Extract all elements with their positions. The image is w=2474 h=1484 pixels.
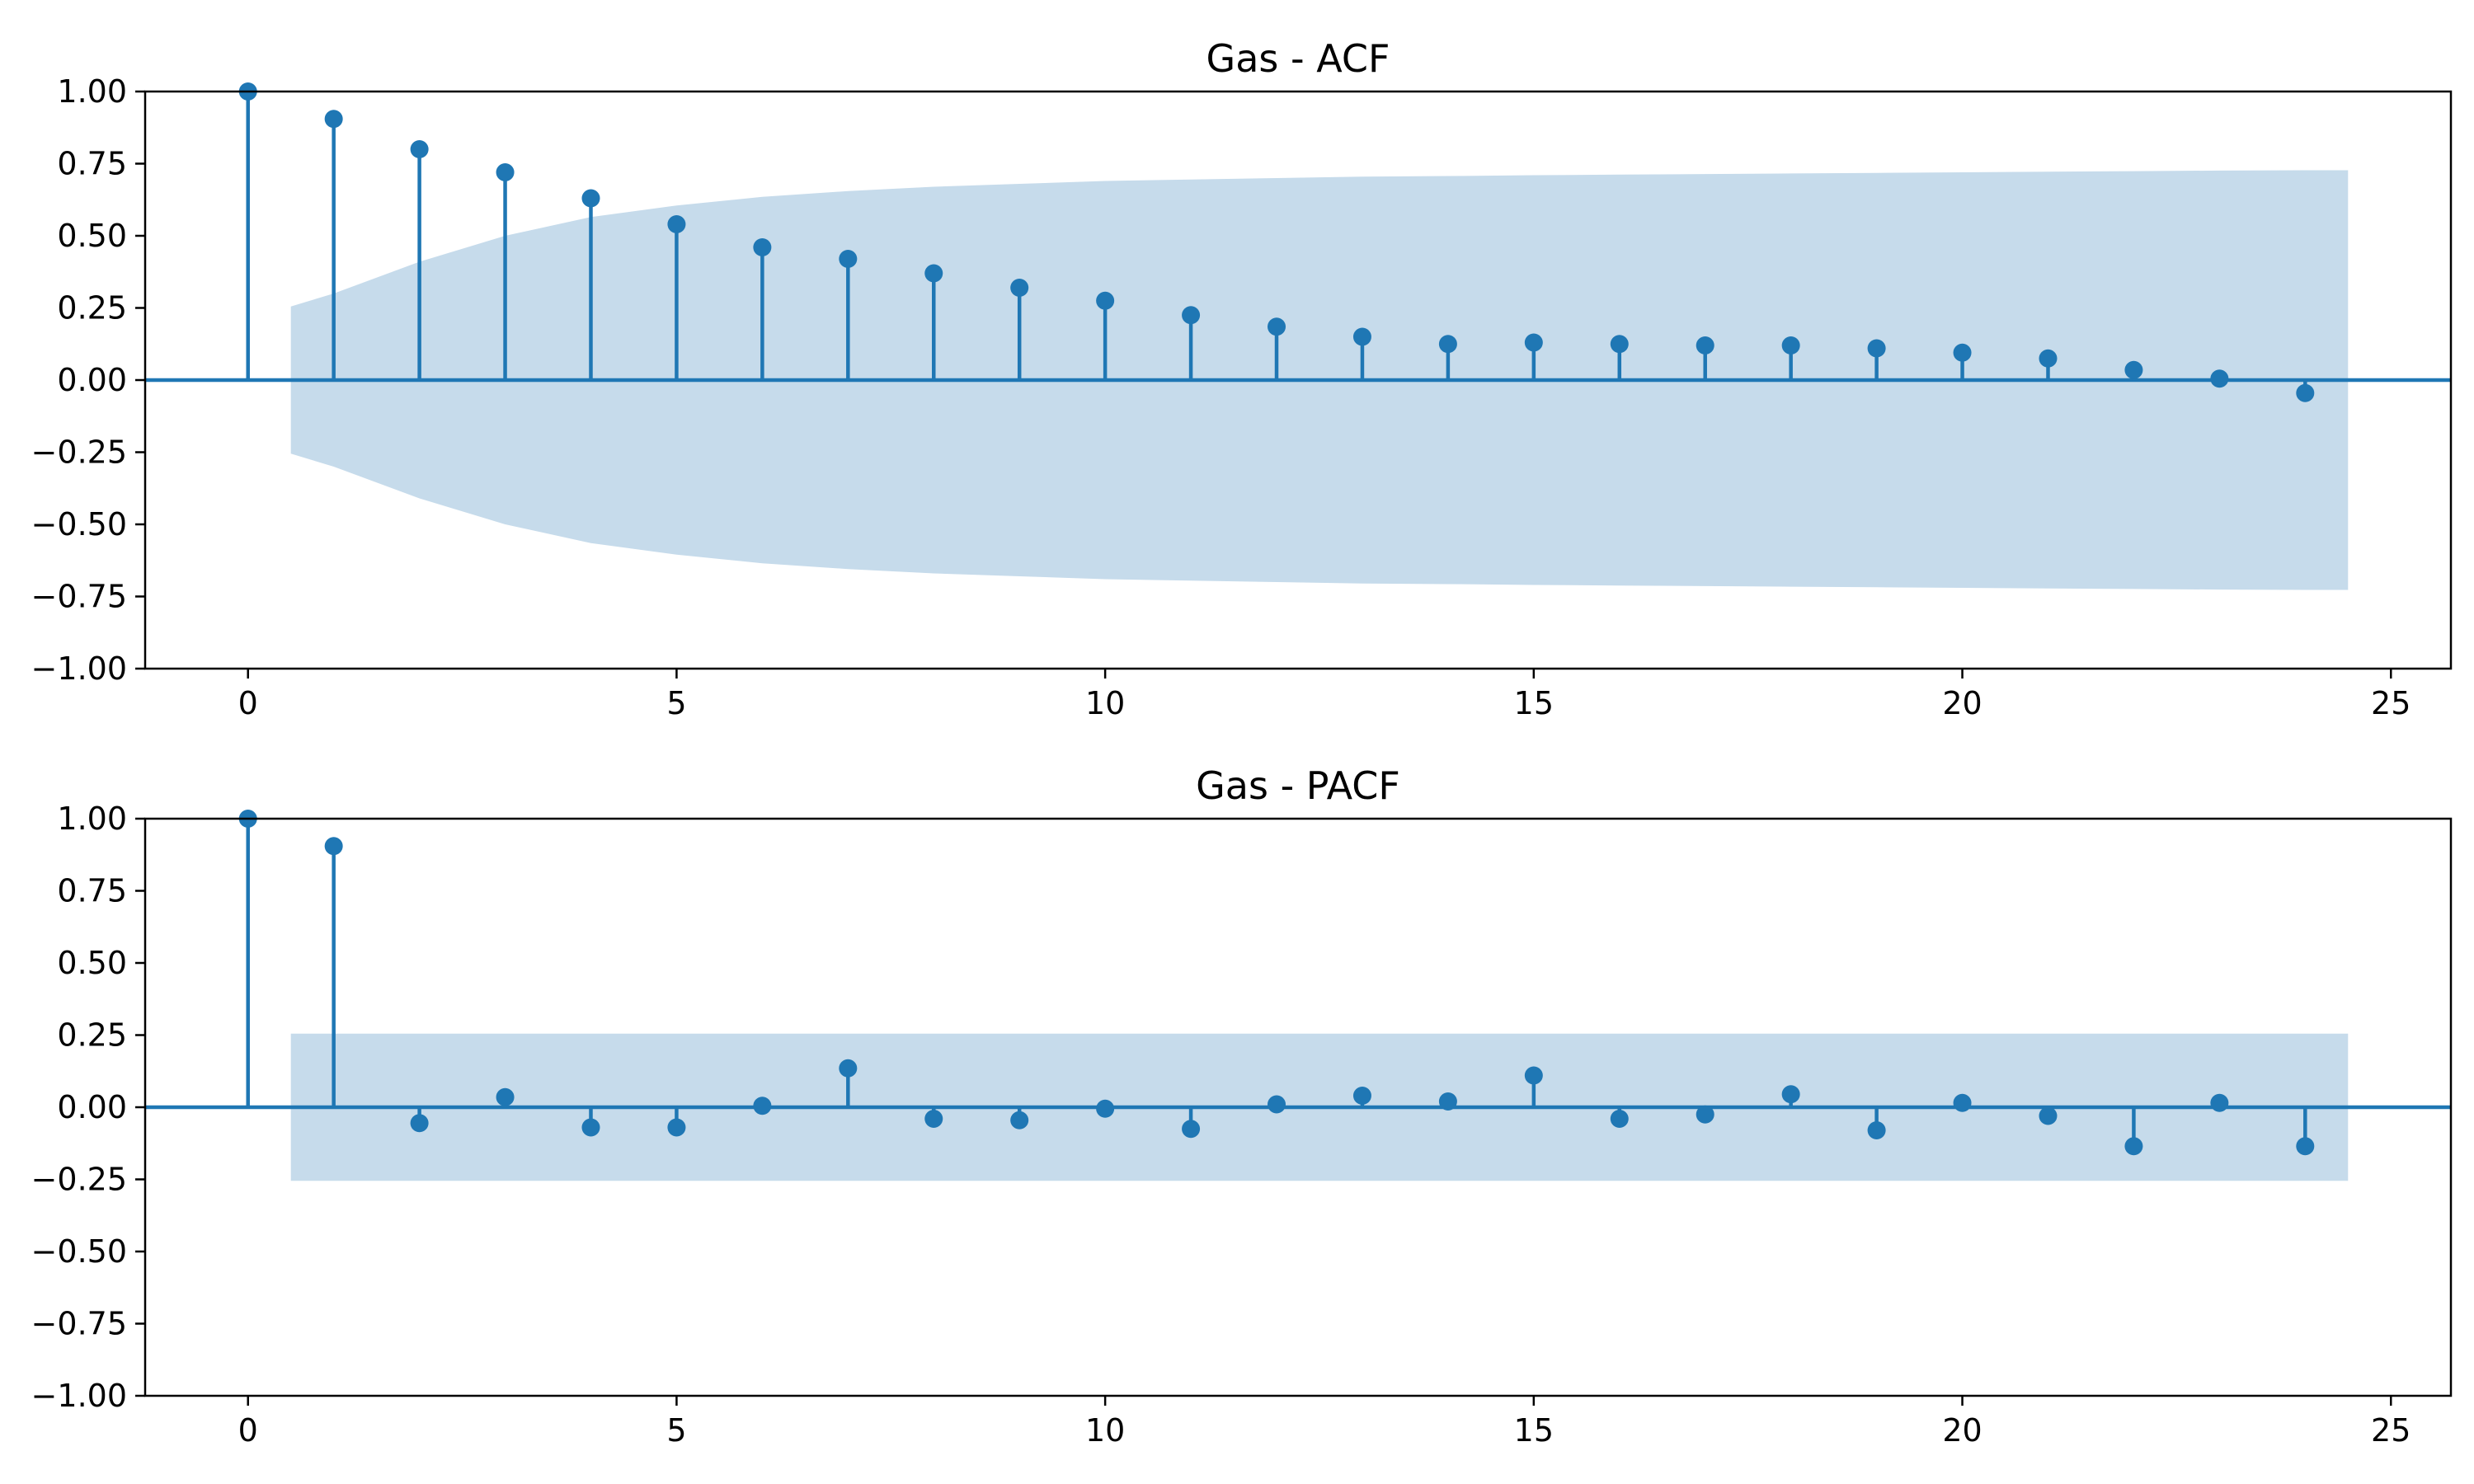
acf-x-tick-label: 0 bbox=[238, 685, 258, 721]
acf-x-tick-label: 10 bbox=[1085, 685, 1125, 721]
acf-point-lag-18 bbox=[1781, 336, 1800, 355]
pacf-point-lag-1 bbox=[324, 837, 343, 856]
acf-point-lag-5 bbox=[667, 215, 686, 233]
acf-point-lag-23 bbox=[2210, 369, 2229, 388]
acf-point-lag-19 bbox=[1867, 339, 1886, 358]
pacf-point-lag-11 bbox=[1182, 1120, 1201, 1139]
pacf-point-lag-16 bbox=[1610, 1110, 1629, 1128]
pacf-point-lag-10 bbox=[1096, 1099, 1115, 1118]
acf-point-lag-1 bbox=[324, 110, 343, 129]
acf-point-lag-8 bbox=[924, 264, 943, 283]
acf-point-lag-3 bbox=[496, 163, 515, 181]
acf-point-lag-22 bbox=[2124, 360, 2143, 379]
acf-point-lag-16 bbox=[1610, 335, 1629, 354]
acf-point-lag-2 bbox=[410, 140, 429, 158]
pacf-x-tick-label: 0 bbox=[238, 1412, 258, 1449]
acf-y-tick-label: 0.00 bbox=[57, 362, 127, 398]
acf-point-lag-13 bbox=[1352, 327, 1371, 346]
acf-x-tick-label: 20 bbox=[1942, 685, 1982, 721]
pacf-x-tick-label: 5 bbox=[666, 1412, 686, 1449]
acf-panel: 0 5 10 15 20 25 −1.00 −0.75 −0.50 −0.25 0.00 0.25 0.… bbox=[31, 36, 2453, 721]
pacf-x-tick-label: 25 bbox=[2371, 1412, 2411, 1449]
acf-point-lag-6 bbox=[753, 238, 772, 256]
pacf-point-lag-5 bbox=[667, 1118, 686, 1137]
pacf-point-lag-3 bbox=[496, 1087, 515, 1106]
pacf-y-tick-label: 0.50 bbox=[57, 945, 127, 981]
acf-y-tick-label: −0.50 bbox=[31, 506, 127, 542]
pacf-y-tick-label: −0.75 bbox=[31, 1306, 127, 1342]
acf-point-lag-10 bbox=[1096, 291, 1115, 310]
acf-point-lag-11 bbox=[1182, 306, 1201, 325]
acf-point-lag-7 bbox=[839, 250, 858, 268]
acf-x-tick-label: 5 bbox=[666, 685, 686, 721]
pacf-point-lag-24 bbox=[2296, 1137, 2315, 1156]
pacf-title: Gas - PACF bbox=[1196, 763, 1400, 808]
acf-point-lag-24 bbox=[2296, 383, 2315, 402]
pacf-point-lag-12 bbox=[1268, 1095, 1286, 1114]
pacf-point-lag-22 bbox=[2124, 1137, 2143, 1156]
acf-point-lag-17 bbox=[1696, 336, 1714, 355]
pacf-point-lag-2 bbox=[410, 1114, 429, 1133]
pacf-y-tick-label: −0.25 bbox=[31, 1162, 127, 1198]
pacf-y-tick-label: 1.00 bbox=[57, 801, 127, 837]
pacf-point-lag-7 bbox=[839, 1059, 858, 1078]
pacf-point-lag-9 bbox=[1010, 1111, 1029, 1129]
pacf-point-lag-13 bbox=[1352, 1087, 1371, 1105]
pacf-panel: 0 5 10 15 20 25 −1.00 −0.75 −0.50 −0.25 0.00 0.25 0.… bbox=[31, 763, 2453, 1449]
acf-x-tick-label: 15 bbox=[1514, 685, 1554, 721]
acf-point-lag-20 bbox=[1953, 343, 1972, 362]
acf-point-lag-21 bbox=[2039, 349, 2058, 368]
acf-y-tick-label: −0.25 bbox=[31, 434, 127, 471]
acf-plot-area bbox=[145, 92, 2451, 590]
pacf-point-lag-4 bbox=[581, 1118, 600, 1137]
pacf-point-lag-6 bbox=[753, 1097, 772, 1115]
acf-y-tick-label: 0.75 bbox=[57, 146, 127, 182]
acf-point-lag-14 bbox=[1438, 335, 1457, 354]
acf-y-tick-label: −1.00 bbox=[31, 650, 127, 687]
acf-point-lag-9 bbox=[1010, 279, 1029, 297]
acf-point-lag-15 bbox=[1524, 333, 1543, 352]
acf-x-tick-label: 25 bbox=[2371, 685, 2411, 721]
acf-point-lag-4 bbox=[581, 189, 600, 208]
pacf-y-tick-label: 0.25 bbox=[57, 1017, 127, 1054]
pacf-y-tick-label: 0.00 bbox=[57, 1089, 127, 1125]
acf-y-tick-label: 0.50 bbox=[57, 218, 127, 254]
pacf-point-lag-23 bbox=[2210, 1093, 2229, 1112]
pacf-y-tick-label: 0.75 bbox=[57, 873, 127, 909]
pacf-point-lag-20 bbox=[1953, 1093, 1972, 1112]
pacf-point-lag-14 bbox=[1438, 1092, 1457, 1111]
acf-point-lag-12 bbox=[1268, 317, 1286, 336]
pacf-x-tick-label: 10 bbox=[1085, 1412, 1125, 1449]
pacf-point-lag-21 bbox=[2039, 1106, 2058, 1125]
pacf-x-tick-label: 15 bbox=[1514, 1412, 1554, 1449]
acf-title: Gas - ACF bbox=[1206, 36, 1390, 81]
pacf-point-lag-15 bbox=[1524, 1066, 1543, 1085]
acf-y-tick-label: −0.75 bbox=[31, 579, 127, 615]
acf-y-tick-label: 1.00 bbox=[57, 73, 127, 110]
pacf-point-lag-8 bbox=[924, 1110, 943, 1128]
pacf-x-tick-label: 20 bbox=[1942, 1412, 1982, 1449]
pacf-y-tick-label: −0.50 bbox=[31, 1233, 127, 1270]
pacf-y-tick-label: −1.00 bbox=[31, 1378, 127, 1414]
pacf-point-lag-17 bbox=[1696, 1105, 1714, 1124]
pacf-point-lag-18 bbox=[1781, 1085, 1800, 1104]
pacf-point-lag-19 bbox=[1867, 1121, 1886, 1139]
acf-y-tick-label: 0.25 bbox=[57, 290, 127, 326]
pacf-plot-area bbox=[145, 819, 2451, 1181]
